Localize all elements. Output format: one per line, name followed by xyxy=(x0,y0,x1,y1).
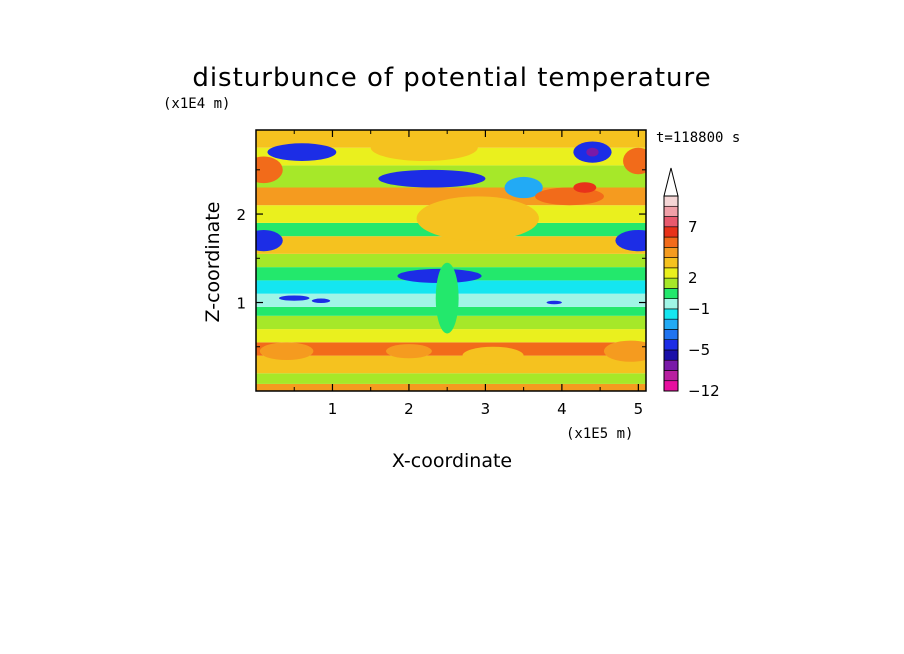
colorbar-segment-1 xyxy=(663,370,679,382)
colorbar-segment-3 xyxy=(663,349,679,361)
colorbar-segment-15 xyxy=(663,226,679,238)
contour-feature-1 xyxy=(615,229,646,252)
contour-band-4 xyxy=(256,329,646,343)
colorbar-segment-2 xyxy=(663,359,679,371)
contour-feature-15 xyxy=(462,346,524,365)
x-tick-label-1: 2 xyxy=(404,400,414,418)
contour-feature-20 xyxy=(311,298,331,303)
contour-feature-0 xyxy=(256,229,283,252)
colorbar-segment-17 xyxy=(663,205,679,217)
x-tick-label-4: 5 xyxy=(634,400,644,418)
contour-feature-16 xyxy=(435,262,459,334)
y-tick-label-1: 2 xyxy=(236,206,246,224)
contour-feature-2 xyxy=(267,143,337,161)
colorbar-label-1: −5 xyxy=(688,341,710,359)
x-tick-label-0: 1 xyxy=(328,400,338,418)
colorbar-segment-5 xyxy=(663,329,679,340)
contour-band-11 xyxy=(256,236,646,254)
chart-title: disturbunce of potential temperature xyxy=(192,63,711,93)
colorbar-segment-12 xyxy=(663,257,679,269)
contour-feature-19 xyxy=(278,295,310,301)
contour-band-10 xyxy=(256,253,646,268)
x-axis: 1 2 3 4 5 xyxy=(293,130,644,418)
colorbar-segment-6 xyxy=(663,318,679,330)
colorbar-segment-13 xyxy=(663,247,679,258)
contour-feature-11 xyxy=(623,147,646,175)
x-axis-label: X-coordinate xyxy=(392,450,512,472)
contour-band-2 xyxy=(256,355,646,374)
contour-feature-7 xyxy=(586,147,599,157)
colorbar-segment-9 xyxy=(663,288,679,299)
colorbar-segment-7 xyxy=(663,308,679,320)
plot-frame xyxy=(255,129,647,392)
x-tick-label-2: 3 xyxy=(481,400,491,418)
x-scale-label: (x1E5 m) xyxy=(566,426,633,442)
contour-feature-9 xyxy=(573,182,597,193)
contour-band-0 xyxy=(256,383,646,391)
x-tick-label-3: 4 xyxy=(557,400,567,418)
time-label: t=118800 s xyxy=(656,130,740,146)
colorbar-segment-10 xyxy=(663,277,679,289)
y-axis-label: Z-coordinate xyxy=(202,202,224,323)
contour-feature-12 xyxy=(603,340,646,362)
contour-feature-10 xyxy=(256,156,283,184)
contour-bands xyxy=(256,130,646,391)
contour-feature-17 xyxy=(416,196,539,241)
colorbar-segment-8 xyxy=(663,298,679,310)
colorbar-label-4: 7 xyxy=(688,218,698,236)
colorbar-label-0: −12 xyxy=(688,382,720,400)
plot-area xyxy=(256,130,646,391)
contour-features xyxy=(256,134,646,365)
colorbar-label-2: −1 xyxy=(688,300,710,318)
contour-band-1 xyxy=(256,373,646,384)
colorbar-label-3: 2 xyxy=(688,269,698,287)
colorbar: −12−5−127 xyxy=(663,167,720,400)
contour-feature-21 xyxy=(546,300,562,305)
y-axis: 12 xyxy=(236,169,646,348)
y-scale-label: (x1E4 m) xyxy=(163,96,230,112)
colorbar-segment-16 xyxy=(663,216,679,228)
colorbar-segment-18 xyxy=(663,195,679,207)
colorbar-segment-4 xyxy=(663,339,679,351)
contour-feature-14 xyxy=(386,344,432,359)
contour-feature-3 xyxy=(378,169,486,188)
contour-feature-13 xyxy=(259,342,314,361)
contour-feature-4 xyxy=(504,176,543,199)
colorbar-segment-14 xyxy=(663,236,679,248)
contour-feature-18 xyxy=(370,134,478,161)
colorbar-frame xyxy=(663,195,679,392)
y-tick-label-0: 1 xyxy=(236,295,246,313)
colorbar-segment-0 xyxy=(663,380,679,392)
contour-band-3 xyxy=(256,342,646,356)
colorbar-segment-11 xyxy=(663,267,679,279)
